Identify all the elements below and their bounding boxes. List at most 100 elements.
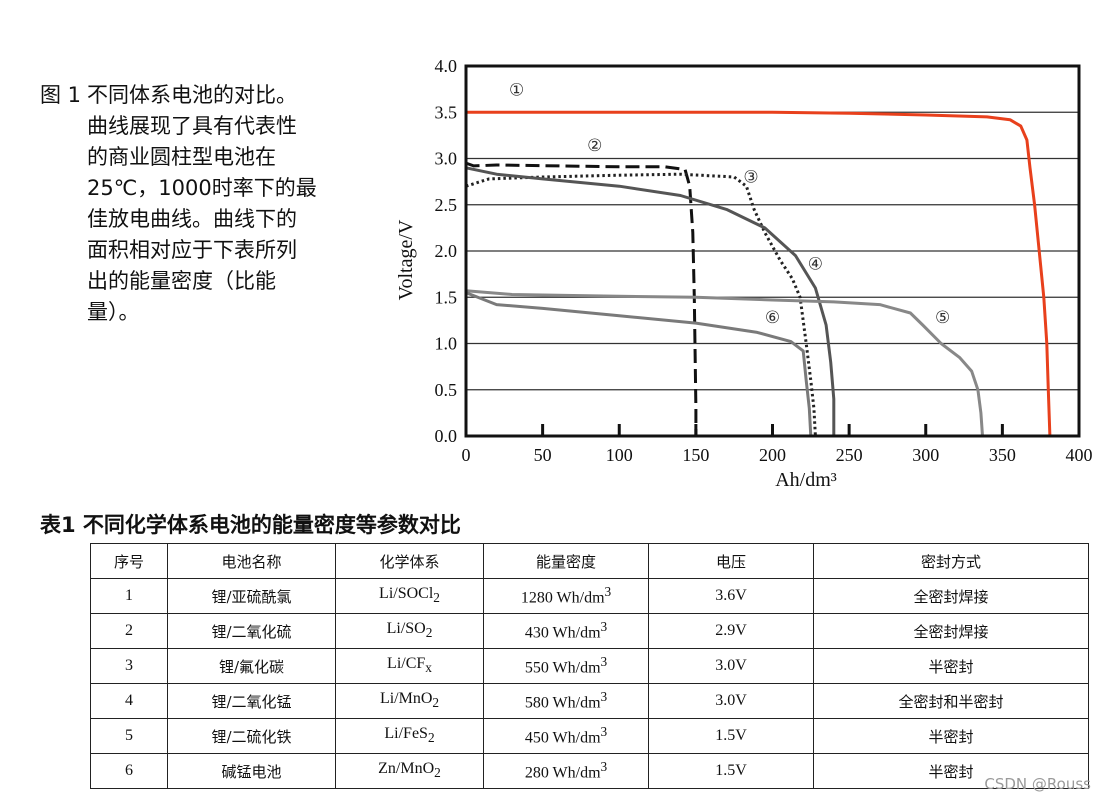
series-line-5 xyxy=(465,289,984,437)
series-lines xyxy=(465,110,1052,437)
cell-voltage: 1.5V xyxy=(648,718,814,754)
y-tick-label: 1.0 xyxy=(435,334,458,354)
cell-no: 1 xyxy=(90,578,168,614)
caption-line-2: 曲线展现了具有代表性 xyxy=(87,114,297,138)
caption-line-7: 出的能量密度（比能 xyxy=(87,269,276,293)
cell-chemistry: Li/SO2 xyxy=(335,613,484,649)
cell-voltage: 3.0V xyxy=(648,683,814,719)
caption-line-3: 的商业圆柱型电池在 xyxy=(87,145,276,169)
density-value: 580 Wh/dm xyxy=(524,694,601,712)
cell-seal: 全密封焊接 xyxy=(813,578,1089,614)
chemistry-subscript: 2 xyxy=(434,765,441,781)
density-superscript: 3 xyxy=(600,654,608,670)
series-line-6 xyxy=(465,291,813,437)
table-row: 3 锂/氟化碳 Li/CFx 550 Wh/dm3 3.0V 半密封 xyxy=(90,648,1089,684)
cell-seal: 全密封和半密封 xyxy=(813,683,1089,719)
header-energy-density: 能量密度 xyxy=(483,543,649,579)
cell-no: 4 xyxy=(90,683,168,719)
header-no: 序号 xyxy=(90,543,168,579)
cell-seal: 半密封 xyxy=(813,648,1089,684)
x-tick-label: 50 xyxy=(534,445,552,465)
series-marker-5: ⑤ xyxy=(935,308,950,328)
discharge-curve-chart: 0.0 0.5 1.0 1.5 2.0 2.5 3.0 3.5 4.0 0 50 100 150 200 2… xyxy=(395,56,1093,491)
density-value: 550 Wh/dm xyxy=(524,659,601,677)
series-line-3 xyxy=(465,172,817,437)
cell-chemistry: Zn/MnO2 xyxy=(335,753,484,789)
series-marker-6: ⑥ xyxy=(765,308,780,328)
cell-energy-density: 430 Wh/dm3 xyxy=(483,613,649,649)
cell-no: 2 xyxy=(90,613,168,649)
density-value: 450 Wh/dm xyxy=(524,729,601,747)
series-markers: ① ② ③ ④ ⑤ ⑥ xyxy=(509,81,950,329)
series-marker-1: ① xyxy=(509,81,524,101)
chemistry-subscript: x xyxy=(425,660,432,676)
caption-label: 图 1 xyxy=(40,83,82,107)
y-tick-label: 2.0 xyxy=(435,241,458,261)
cell-seal: 半密封 xyxy=(813,753,1089,789)
table-row: 4 锂/二氧化锰 Li/MnO2 580 Wh/dm3 3.0V 全密封和半密封 xyxy=(90,683,1089,719)
cell-name: 锂/二硫化铁 xyxy=(167,718,336,754)
caption-line-5: 佳放电曲线。曲线下的 xyxy=(87,207,297,231)
y-axis-title: Voltage/V xyxy=(395,219,417,300)
chemistry-formula: Zn/MnO xyxy=(378,760,435,778)
series-marker-3: ③ xyxy=(743,168,758,188)
cell-no: 3 xyxy=(90,648,168,684)
cell-name: 锂/二氧化锰 xyxy=(167,683,336,719)
cell-energy-density: 280 Wh/dm3 xyxy=(483,753,649,789)
cell-no: 5 xyxy=(90,718,168,754)
density-value: 280 Wh/dm xyxy=(524,764,601,782)
series-line-4 xyxy=(465,166,836,436)
cell-chemistry: Li/SOCl2 xyxy=(335,578,484,614)
axis-ticks: 0.0 0.5 1.0 1.5 2.0 2.5 3.0 3.5 4.0 0 50 100 150 200 2… xyxy=(435,56,1093,465)
chemistry-formula: Li/FeS xyxy=(384,725,428,743)
header-voltage: 电压 xyxy=(648,543,814,579)
series-marker-4: ④ xyxy=(808,255,823,275)
cell-voltage: 3.6V xyxy=(648,578,814,614)
y-tick-label: 4.0 xyxy=(435,56,458,76)
chemistry-formula: Li/SO xyxy=(386,620,426,638)
cell-chemistry: Li/FeS2 xyxy=(335,718,484,754)
density-superscript: 3 xyxy=(604,584,612,600)
chemistry-subscript: 2 xyxy=(433,590,440,606)
y-tick-label: 0.5 xyxy=(435,380,458,400)
chemistry-subscript: 2 xyxy=(425,625,433,641)
header-name: 电池名称 xyxy=(167,543,336,579)
density-value: 1280 Wh/dm xyxy=(520,589,605,607)
cell-energy-density: 550 Wh/dm3 xyxy=(483,648,649,684)
table-body: 1 锂/亚硫酰氯 Li/SOCl2 1280 Wh/dm3 3.6V 全密封焊接 2 锂/二氧… xyxy=(90,578,1089,789)
chemistry-subscript: 2 xyxy=(427,730,435,746)
header-chemistry: 化学体系 xyxy=(335,543,484,579)
density-superscript: 3 xyxy=(600,724,608,740)
cell-energy-density: 450 Wh/dm3 xyxy=(483,718,649,754)
x-axis-title: Ah/dm³ xyxy=(775,469,837,491)
density-superscript: 3 xyxy=(600,759,608,775)
table-row: 5 锂/二硫化铁 Li/FeS2 450 Wh/dm3 1.5V 半密封 xyxy=(90,718,1089,754)
cell-chemistry: Li/CFx xyxy=(335,648,484,684)
x-tick-label: 300 xyxy=(912,445,939,465)
caption-line-1: 图 1 不同体系电池的对比。 xyxy=(40,80,370,111)
chemistry-subscript: 2 xyxy=(432,695,440,711)
x-tick-label: 250 xyxy=(836,445,863,465)
table-row: 6 碱锰电池 Zn/MnO2 280 Wh/dm3 1.5V 半密封 xyxy=(90,753,1089,789)
cell-name: 锂/亚硫酰氯 xyxy=(167,578,336,614)
cell-name: 锂/氟化碳 xyxy=(167,648,336,684)
series-line-1 xyxy=(466,110,1052,437)
x-tick-label: 350 xyxy=(989,445,1016,465)
y-tick-label: 1.5 xyxy=(435,287,458,307)
density-superscript: 3 xyxy=(600,689,608,705)
chemistry-formula: Li/MnO xyxy=(379,690,433,708)
table-title: 表1 不同化学体系电池的能量密度等参数对比 xyxy=(40,513,461,537)
x-tick-label: 150 xyxy=(682,445,709,465)
density-value: 430 Wh/dm xyxy=(524,624,601,642)
chemistry-formula: Li/SOCl xyxy=(379,585,434,603)
cell-seal: 全密封焊接 xyxy=(813,613,1089,649)
header-seal: 密封方式 xyxy=(813,543,1089,579)
cell-energy-density: 580 Wh/dm3 xyxy=(483,683,649,719)
y-tick-label: 0.0 xyxy=(435,426,458,446)
caption-line-8: 量）。 xyxy=(87,300,140,324)
x-tick-label: 400 xyxy=(1066,445,1093,465)
x-tick-label: 100 xyxy=(606,445,633,465)
caption-text: 不同体系电池的对比。 xyxy=(87,83,297,107)
watermark: CSDN @Rouss xyxy=(984,775,1091,793)
table-row: 1 锂/亚硫酰氯 Li/SOCl2 1280 Wh/dm3 3.6V 全密封焊接 xyxy=(90,578,1089,614)
